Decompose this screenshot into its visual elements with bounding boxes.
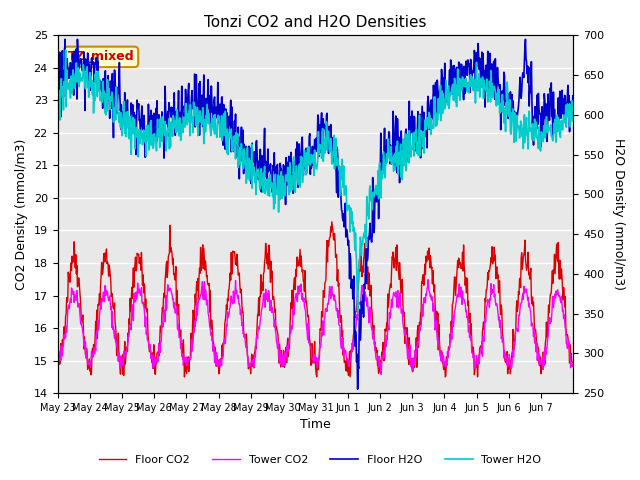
Floor H2O [150, 110, 157, 116]
Floor H2O [545, 117, 552, 123]
Title: Tonzi CO2 and H2O Densities: Tonzi CO2 and H2O Densities [204, 15, 427, 30]
Tower CO2 [54, 358, 61, 363]
Tower H2O [358, 242, 366, 248]
Tower CO2 [358, 288, 365, 294]
Tower H2O [545, 128, 552, 133]
Floor H2O [553, 117, 561, 123]
Floor CO2 [545, 302, 552, 308]
Tower H2O [61, 47, 69, 53]
Floor CO2 [54, 360, 61, 366]
Floor H2O [54, 110, 61, 116]
Y-axis label: CO2 Density (mmol/m3): CO2 Density (mmol/m3) [15, 139, 28, 290]
Tower CO2 [79, 325, 86, 331]
Floor CO2 [570, 360, 577, 366]
Tower H2O [354, 308, 362, 314]
Floor H2O [358, 299, 366, 305]
Floor H2O [61, 36, 69, 42]
Floor CO2 [180, 374, 188, 380]
Floor CO2 [328, 219, 335, 225]
Tower H2O [79, 75, 86, 81]
Line: Tower H2O: Tower H2O [58, 50, 573, 311]
Floor H2O [79, 67, 86, 73]
Tower CO2 [545, 325, 552, 331]
Line: Tower CO2: Tower CO2 [58, 280, 573, 374]
Tower CO2 [553, 292, 561, 298]
Floor CO2 [553, 241, 561, 247]
Line: Floor H2O: Floor H2O [58, 39, 573, 389]
Tower CO2 [149, 358, 157, 363]
Tower CO2 [378, 372, 385, 377]
Floor CO2 [358, 264, 366, 269]
Floor CO2 [79, 319, 86, 324]
X-axis label: Time: Time [300, 419, 331, 432]
Y-axis label: H2O Density (mmol/m3): H2O Density (mmol/m3) [612, 138, 625, 290]
Floor H2O [268, 189, 276, 195]
Tower H2O [150, 138, 157, 144]
Tower H2O [570, 111, 577, 117]
Legend: Floor CO2, Tower CO2, Floor H2O, Tower H2O: Floor CO2, Tower CO2, Floor H2O, Tower H… [94, 451, 546, 469]
Floor H2O [354, 386, 362, 392]
Line: Floor CO2: Floor CO2 [58, 222, 573, 377]
Tower CO2 [570, 363, 577, 369]
Text: TZ_mixed: TZ_mixed [68, 50, 134, 63]
Floor H2O [570, 99, 577, 105]
Floor CO2 [268, 268, 276, 274]
Tower H2O [268, 180, 276, 186]
Tower CO2 [268, 310, 275, 315]
Tower CO2 [424, 277, 432, 283]
Floor CO2 [149, 365, 157, 371]
Tower H2O [54, 115, 61, 121]
Tower H2O [553, 114, 561, 120]
